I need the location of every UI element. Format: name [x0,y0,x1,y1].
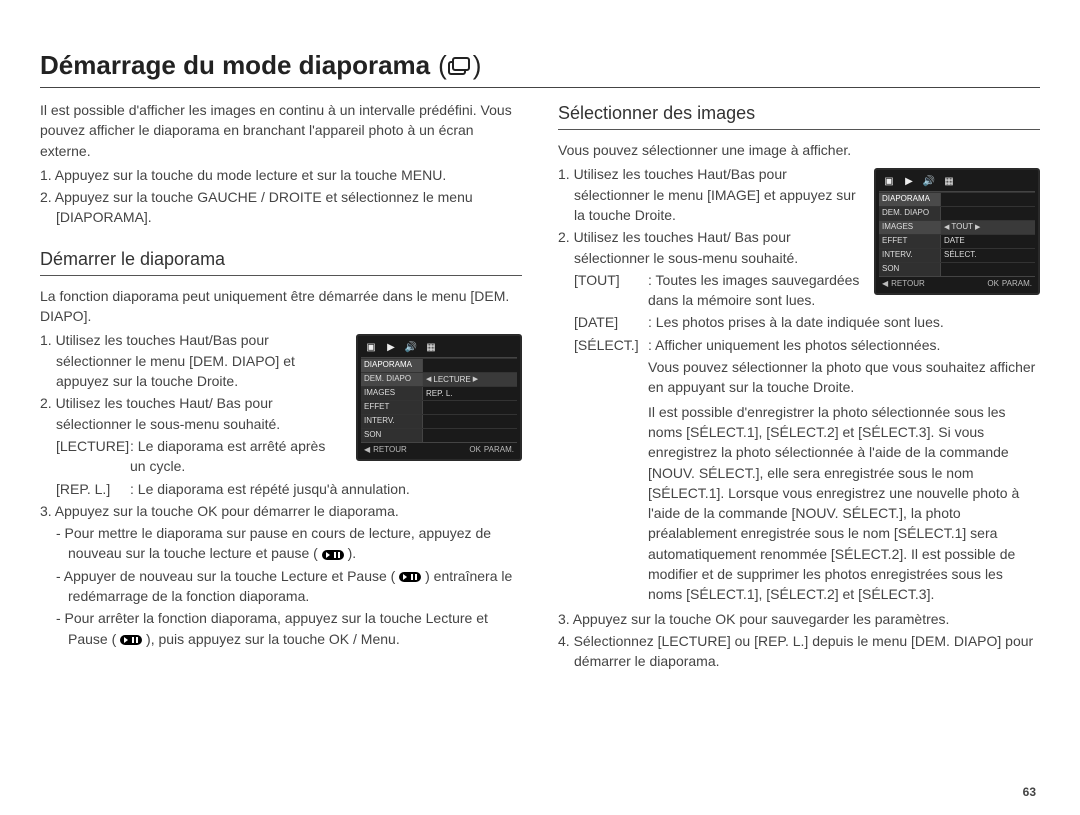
menu-row: SON [879,262,1035,276]
menu-row-label: SON [361,429,423,442]
menu-row: DEM. DIAPO◀LECTURE▶ [361,372,517,386]
content-columns: Il est possible d'afficher les images en… [40,100,1040,674]
menu-row-value: REP. L. [423,387,517,400]
menu-row-label: SON [879,263,941,276]
menu-row-value [423,401,517,414]
def-select-para1: Vous pouvez sélectionner la photo que vo… [558,357,1040,398]
select-step-4: 4. Sélectionnez [LECTURE] ou [REP. L.] d… [558,631,1040,672]
def-tout: [TOUT] : Toutes les images sauvegardées … [558,270,862,311]
right-column: Sélectionner des images Vous pouvez séle… [558,100,1040,674]
def-lecture: [LECTURE] : Le diaporama est arrêté aprè… [40,436,344,477]
screen2-param: PARAM. [1002,280,1032,289]
select-lead: Vous pouvez sélectionner une image à aff… [558,140,1040,160]
menu-row-value [941,207,1035,220]
section-heading-start: Démarrer le diaporama [40,246,522,276]
menu-row-label: DEM. DIAPO [361,373,423,386]
def-date: [DATE] : Les photos prises à la date ind… [558,312,1040,332]
menu-row: INTERV. [361,414,517,428]
menu-row-value: ◀TOUT▶ [941,221,1035,234]
bullet-stop: - Pour arrêter la fonction diaporama, ap… [40,608,522,649]
menu-row-value [423,415,517,428]
def-lecture-val: : Le diaporama est arrêté après un cycle… [130,436,344,477]
camera-screen-1: ▣ ▶ 🔊 ▦ DIAPORAMA DEM. DIAPO◀LECTURE▶IMA… [356,334,522,461]
menu-row-value: DATE [941,235,1035,248]
tab-stack-icon: ▣ [363,341,379,353]
intro-steps: 1. Appuyez sur la touche du mode lecture… [40,165,522,228]
def-date-key: [DATE] [574,312,648,332]
start-step-3: 3. Appuyez sur la touche OK pour démarre… [40,501,522,521]
back-arrow-icon: ◀ [364,446,370,455]
def-select-val: : Afficher uniquement les photos sélecti… [648,335,1040,355]
menu-row-value: SÉLECT. [941,249,1035,262]
menu-row: IMAGESREP. L. [361,386,517,400]
tab-play-icon: ▶ [383,341,399,353]
menu-row: DEM. DIAPO [879,206,1035,220]
intro-step-2: 2. Appuyez sur la touche GAUCHE / DROITE… [40,187,522,228]
def-repl-key: [REP. L.] [56,479,130,499]
def-tout-key: [TOUT] [574,270,648,311]
screen1-ok: OK [469,446,481,455]
screen1-tabbar: ▣ ▶ 🔊 ▦ [361,339,517,358]
def-repl-val: : Le diaporama est répété jusqu'à annula… [130,479,522,499]
screen1-param: PARAM. [484,446,514,455]
menu-row-label: DEM. DIAPO [879,207,941,220]
tab-play-icon: ▶ [901,175,917,187]
def-date-val: : Les photos prises à la date indiquée s… [648,312,1040,332]
section-heading-select: Sélectionner des images [558,100,1040,130]
play-pause-icon [322,550,344,560]
def-select-para2: Il est possible d'enregistrer la photo s… [558,402,1040,605]
camera-screen-2: ▣ ▶ 🔊 ▦ DIAPORAMA DEM. DIAPOIMAGES◀TOUT▶… [874,168,1040,295]
def-select-key: [SÉLECT.] [574,335,648,355]
left-column: Il est possible d'afficher les images en… [40,100,522,674]
menu-row-label: INTERV. [879,249,941,262]
screen1-back: RETOUR [373,446,407,455]
play-pause-icon [399,572,421,582]
screen2-tabbar: ▣ ▶ 🔊 ▦ [879,173,1035,192]
screen1-header: DIAPORAMA [361,359,423,372]
select-steps-34: 3. Appuyez sur la touche OK pour sauvega… [558,609,1040,672]
tab-grid-icon: ▦ [423,341,439,353]
slideshow-stack-icon: ( ) [438,50,481,81]
def-tout-val: : Toutes les images sauvegardées dans la… [648,270,862,311]
menu-row-value [423,429,517,442]
menu-row-label: IMAGES [361,387,423,400]
def-repl: [REP. L.] : Le diaporama est répété jusq… [40,479,522,499]
def-select: [SÉLECT.] : Afficher uniquement les phot… [558,335,1040,355]
menu-row-value: ◀LECTURE▶ [423,373,517,386]
tab-stack-icon: ▣ [881,175,897,187]
page-title: Démarrage du mode diaporama ( ) [40,50,1040,88]
tab-sound-icon: 🔊 [403,341,419,353]
intro-step-1: 1. Appuyez sur la touche du mode lecture… [40,165,522,185]
play-pause-icon [120,635,142,645]
start-step-3-wrap: 3. Appuyez sur la touche OK pour démarre… [40,501,522,521]
bullet-resume: - Appuyer de nouveau sur la touche Lectu… [40,566,522,607]
screen2-back: RETOUR [891,280,925,289]
def-lecture-key: [LECTURE] [56,436,130,477]
menu-row: IMAGES◀TOUT▶ [879,220,1035,234]
menu-row: EFFETDATE [879,234,1035,248]
tab-grid-icon: ▦ [941,175,957,187]
menu-row: SON [361,428,517,442]
tab-sound-icon: 🔊 [921,175,937,187]
menu-row-label: EFFET [361,401,423,414]
back-arrow-icon: ◀ [882,280,888,289]
intro-paragraph: Il est possible d'afficher les images en… [40,100,522,161]
menu-row-label: IMAGES [879,221,941,234]
select-step-3: 3. Appuyez sur la touche OK pour sauvega… [558,609,1040,629]
menu-row: INTERV.SÉLECT. [879,248,1035,262]
title-text: Démarrage du mode diaporama [40,50,430,81]
screen2-header: DIAPORAMA [879,193,941,206]
screen2-ok: OK [987,280,999,289]
bullet-pause: - Pour mettre le diaporama sur pause en … [40,523,522,564]
menu-row-value [941,263,1035,276]
menu-row-label: EFFET [879,235,941,248]
menu-row: EFFET [361,400,517,414]
start-lead: La fonction diaporama peut uniquement êt… [40,286,522,327]
menu-row-label: INTERV. [361,415,423,428]
page-number: 63 [1023,785,1036,799]
